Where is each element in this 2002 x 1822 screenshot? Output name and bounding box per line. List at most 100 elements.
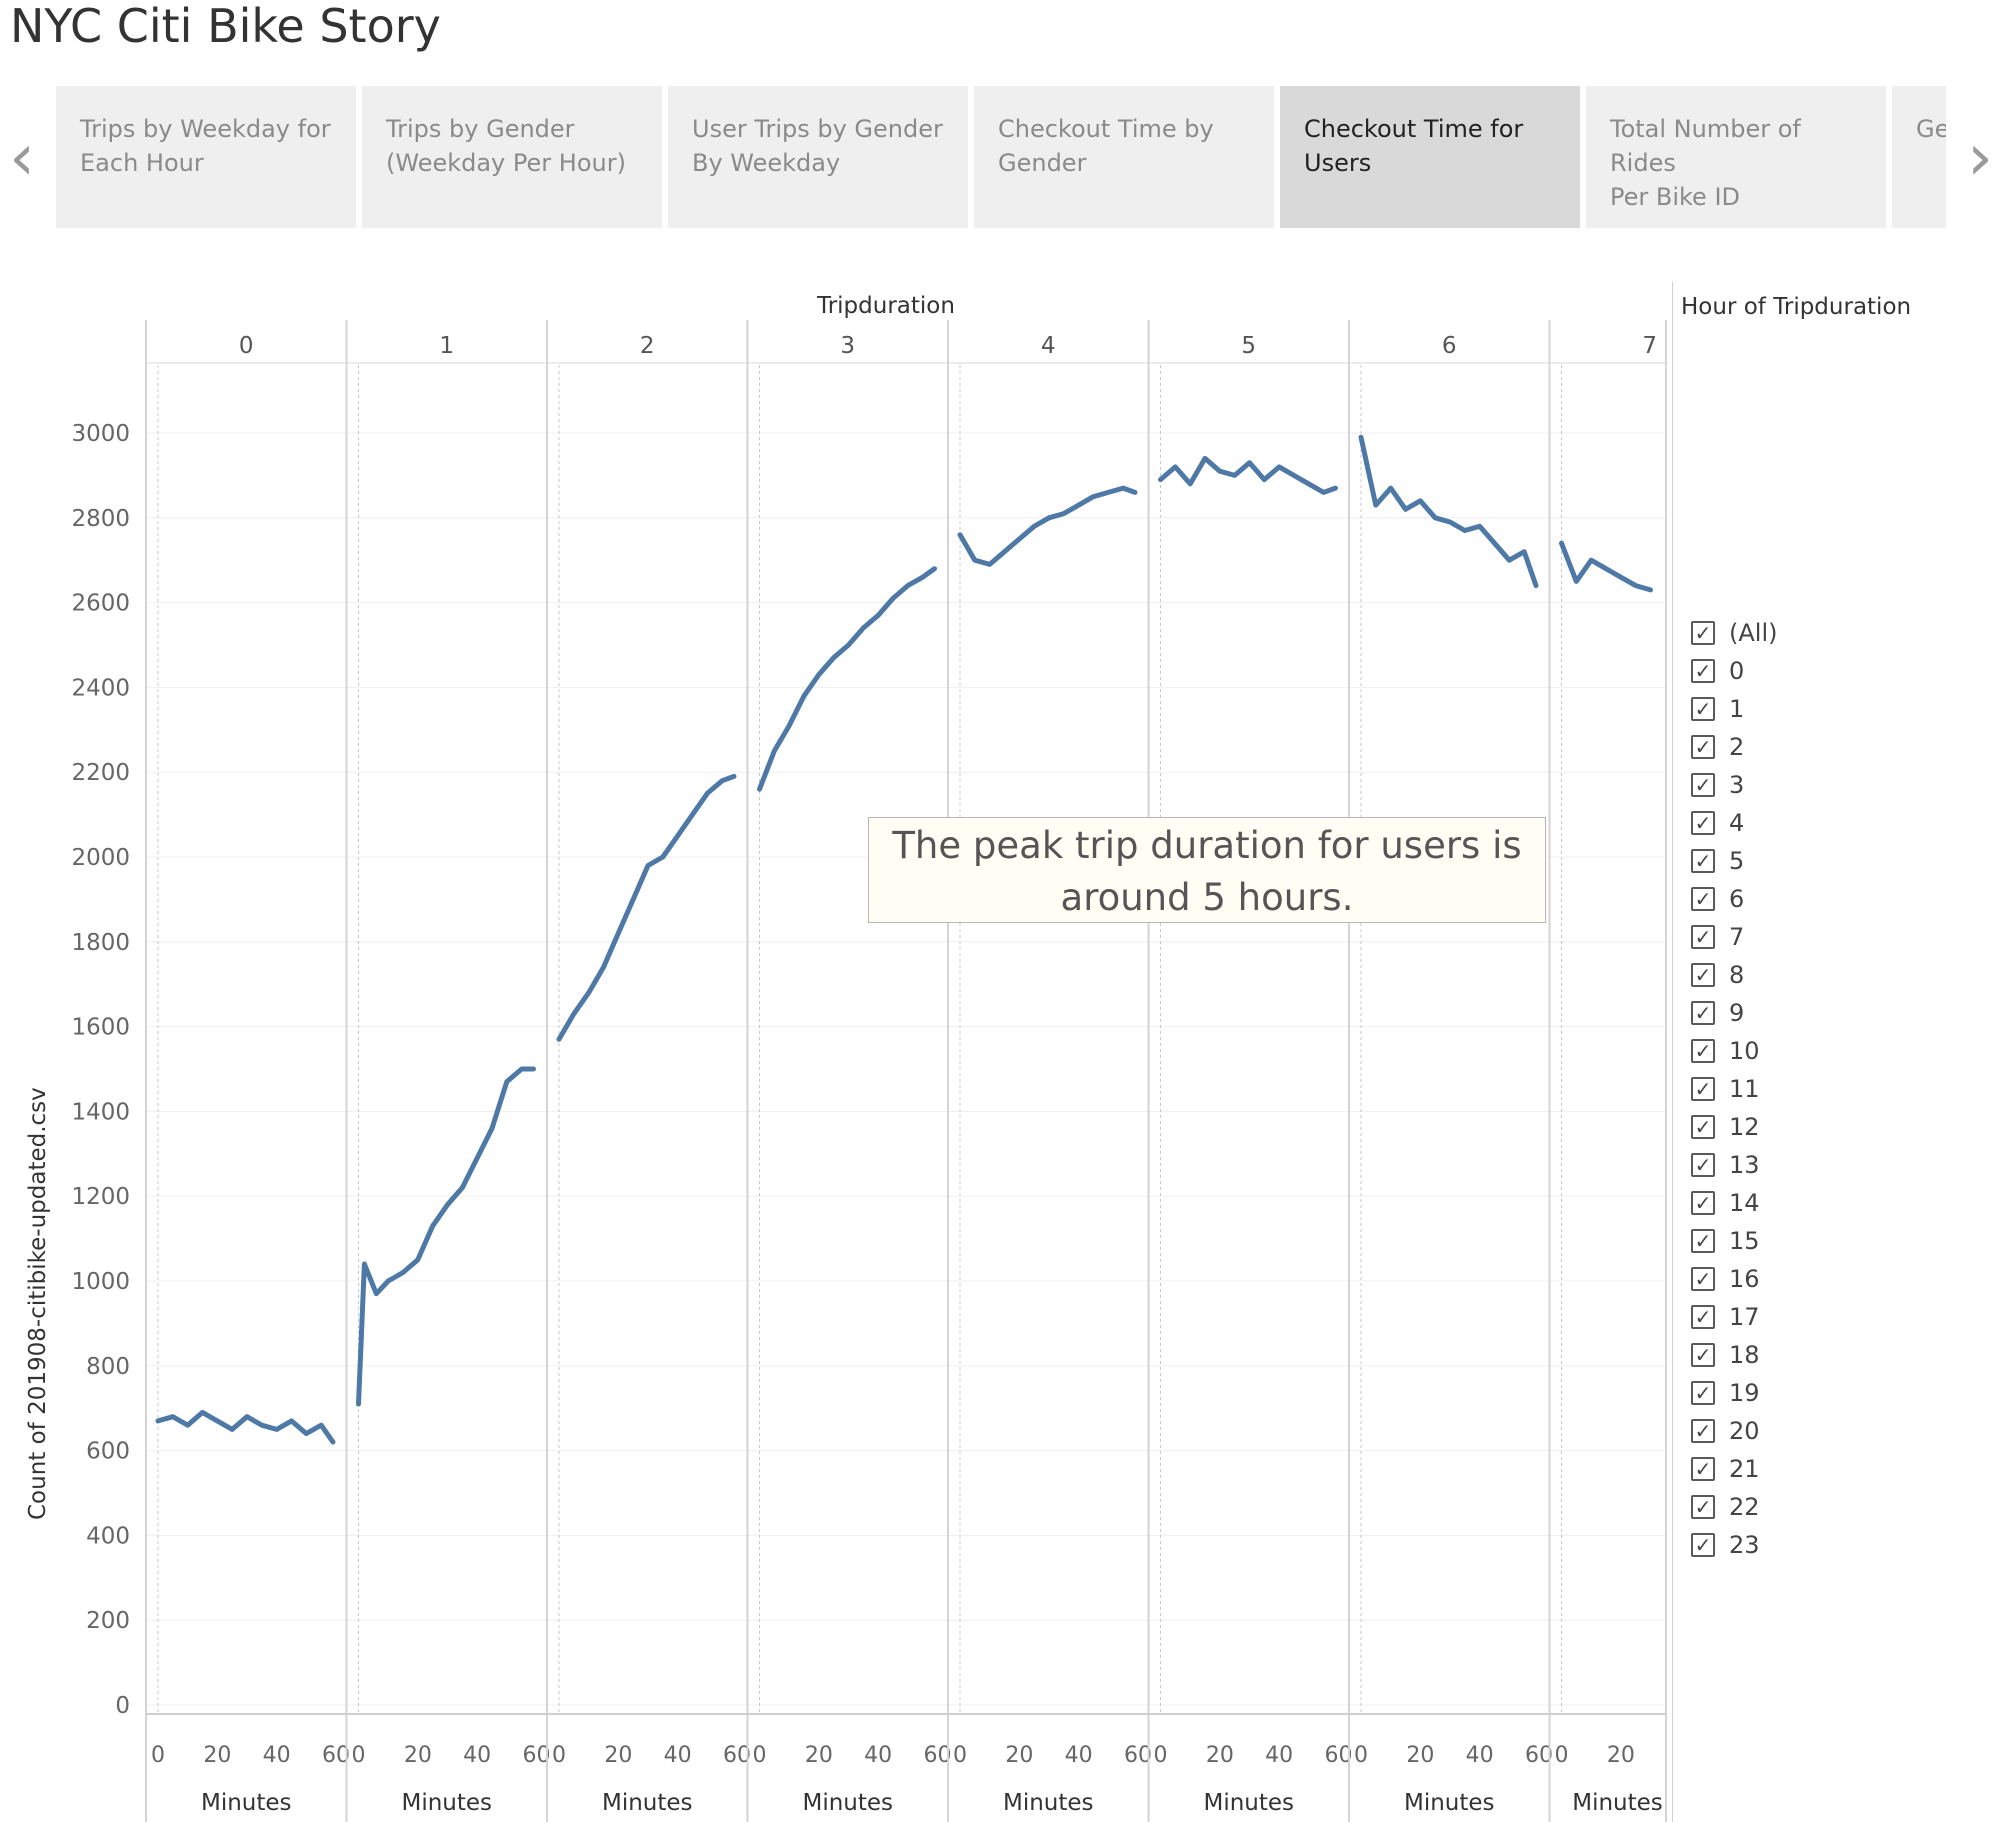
checkbox-checked-icon[interactable]: ✓ (1691, 773, 1715, 797)
legend-item-label: 3 (1729, 771, 1745, 799)
tab-trips-by-weekday[interactable]: Trips by Weekday for Each Hour (56, 86, 356, 228)
tab-ge-truncated[interactable]: Ge (1892, 86, 1946, 228)
checkbox-checked-icon[interactable]: ✓ (1691, 735, 1715, 759)
checkbox-checked-icon[interactable]: ✓ (1691, 1115, 1715, 1139)
checkbox-checked-icon[interactable]: ✓ (1691, 925, 1715, 949)
checkbox-checked-icon[interactable]: ✓ (1691, 887, 1715, 911)
x-tick-label: 60 (924, 1743, 952, 1768)
legend-item-23[interactable]: ✓ 22 (1691, 1492, 1760, 1522)
x-tick-label: 0 (552, 1743, 566, 1768)
checkbox-checked-icon[interactable]: ✓ (1691, 1495, 1715, 1519)
y-tick-label: 400 (86, 1523, 130, 1549)
legend-item-label: 13 (1729, 1151, 1760, 1179)
x-tick-label: 40 (463, 1743, 491, 1768)
checkbox-checked-icon[interactable]: ✓ (1691, 1305, 1715, 1329)
legend-item-10[interactable]: ✓ 9 (1691, 998, 1744, 1028)
legend-item-7[interactable]: ✓ 6 (1691, 884, 1744, 914)
story-tab-strip: Trips by Weekday for Each Hour Trips by … (56, 86, 1946, 228)
checkbox-checked-icon[interactable]: ✓ (1691, 1153, 1715, 1177)
panel-header-label: 5 (1241, 333, 1256, 359)
tab-label-line2: (Weekday Per Hour) (386, 149, 626, 177)
annotation-box: The peak trip duration for users is arou… (868, 817, 1546, 923)
legend-filter: Hour of Tripduration ✓ (All) ✓ 0 ✓ 1 ✓ 2 ✓ 3 ✓ 4 ✓ 5 ✓… (1672, 282, 1993, 1822)
y-tick-label: 2600 (71, 591, 130, 617)
legend-item-6[interactable]: ✓ 5 (1691, 846, 1744, 876)
legend-item-15[interactable]: ✓ 14 (1691, 1188, 1760, 1218)
legend-item-label: 15 (1729, 1227, 1760, 1255)
legend-item-8[interactable]: ✓ 7 (1691, 922, 1744, 952)
legend-item-label: 21 (1729, 1455, 1760, 1483)
tab-user-trips-by-gender[interactable]: User Trips by Gender By Weekday (668, 86, 968, 228)
legend-item-24[interactable]: ✓ 23 (1691, 1530, 1760, 1560)
x-tick-label: 20 (604, 1743, 632, 1768)
checkbox-checked-icon[interactable]: ✓ (1691, 811, 1715, 835)
checkbox-checked-icon[interactable]: ✓ (1691, 1001, 1715, 1025)
legend-item-1[interactable]: ✓ 0 (1691, 656, 1744, 686)
line-chart: Tripduration0200400600800100012001400160… (71, 293, 1667, 1822)
tab-label-line1: Checkout Time by (998, 115, 1214, 143)
tab-label-line1: Total Number of Rides (1610, 115, 1801, 177)
legend-item-21[interactable]: ✓ 20 (1691, 1416, 1760, 1446)
panel-header-label: 7 (1642, 333, 1657, 359)
legend-item-19[interactable]: ✓ 18 (1691, 1340, 1760, 1370)
legend-item-9[interactable]: ✓ 8 (1691, 960, 1744, 990)
legend-item-label: 0 (1729, 657, 1745, 685)
x-tick-label: 60 (523, 1743, 551, 1768)
tab-checkout-time-by-gender[interactable]: Checkout Time by Gender (974, 86, 1274, 228)
checkbox-checked-icon[interactable]: ✓ (1691, 1267, 1715, 1291)
checkbox-checked-icon[interactable]: ✓ (1691, 659, 1715, 683)
y-tick-label: 1800 (71, 930, 130, 956)
legend-item-label: 19 (1729, 1379, 1760, 1407)
checkbox-checked-icon[interactable]: ✓ (1691, 1381, 1715, 1405)
legend-item-11[interactable]: ✓ 10 (1691, 1036, 1760, 1066)
checkbox-checked-icon[interactable]: ✓ (1691, 1039, 1715, 1063)
checkbox-checked-icon[interactable]: ✓ (1691, 1229, 1715, 1253)
checkbox-checked-icon[interactable]: ✓ (1691, 1343, 1715, 1367)
tab-checkout-time-for-users[interactable]: Checkout Time for Users (1280, 86, 1580, 228)
y-tick-label: 1000 (71, 1269, 130, 1295)
checkbox-checked-icon[interactable]: ✓ (1691, 849, 1715, 873)
legend-title: Hour of Tripduration (1681, 294, 1912, 320)
checkbox-checked-icon[interactable]: ✓ (1691, 621, 1715, 645)
x-tick-label: 40 (1466, 1743, 1494, 1768)
legend-item-22[interactable]: ✓ 21 (1691, 1454, 1760, 1484)
tab-trips-by-gender[interactable]: Trips by Gender (Weekday Per Hour) (362, 86, 662, 228)
legend-item-17[interactable]: ✓ 16 (1691, 1264, 1760, 1294)
checkbox-checked-icon[interactable]: ✓ (1691, 1457, 1715, 1481)
legend-item-3[interactable]: ✓ 2 (1691, 732, 1744, 762)
chevron-left-icon[interactable]: ‹ (9, 121, 35, 195)
x-tick-label: 60 (1325, 1743, 1353, 1768)
x-tick-label: 40 (664, 1743, 692, 1768)
legend-item-4[interactable]: ✓ 3 (1691, 770, 1744, 800)
x-tick-label: 60 (1525, 1743, 1553, 1768)
legend-item-label: (All) (1729, 619, 1778, 647)
story-title: NYC Citi Bike Story (10, 0, 441, 53)
y-tick-label: 2000 (71, 845, 130, 871)
legend-item-16[interactable]: ✓ 15 (1691, 1226, 1760, 1256)
legend-item-20[interactable]: ✓ 19 (1691, 1378, 1760, 1408)
checkbox-checked-icon[interactable]: ✓ (1691, 963, 1715, 987)
legend-item-18[interactable]: ✓ 17 (1691, 1302, 1760, 1332)
series-line-hour-0 (155, 1409, 336, 1445)
legend-item-label: 23 (1729, 1531, 1760, 1559)
checkbox-checked-icon[interactable]: ✓ (1691, 697, 1715, 721)
x-axis-title: Minutes (401, 1790, 492, 1816)
y-tick-label: 3000 (71, 421, 130, 447)
tab-total-rides-per-bike[interactable]: Total Number of Rides Per Bike ID (1586, 86, 1886, 228)
series-line-hour-3 (757, 566, 937, 792)
tab-label-line1: Trips by Weekday for (80, 115, 331, 143)
x-axis-title: Minutes (602, 1790, 693, 1816)
x-tick-label: 20 (404, 1743, 432, 1768)
legend-item-0[interactable]: ✓ (All) (1691, 618, 1777, 648)
checkbox-checked-icon[interactable]: ✓ (1691, 1419, 1715, 1443)
checkbox-checked-icon[interactable]: ✓ (1691, 1191, 1715, 1215)
legend-item-12[interactable]: ✓ 11 (1691, 1074, 1760, 1104)
chevron-right-icon[interactable]: › (1967, 121, 1993, 195)
checkbox-checked-icon[interactable]: ✓ (1691, 1533, 1715, 1557)
legend-item-14[interactable]: ✓ 13 (1691, 1150, 1760, 1180)
legend-item-5[interactable]: ✓ 4 (1691, 808, 1744, 838)
checkbox-checked-icon[interactable]: ✓ (1691, 1077, 1715, 1101)
legend-item-label: 9 (1729, 999, 1745, 1027)
legend-item-2[interactable]: ✓ 1 (1691, 694, 1744, 724)
legend-item-13[interactable]: ✓ 12 (1691, 1112, 1760, 1142)
